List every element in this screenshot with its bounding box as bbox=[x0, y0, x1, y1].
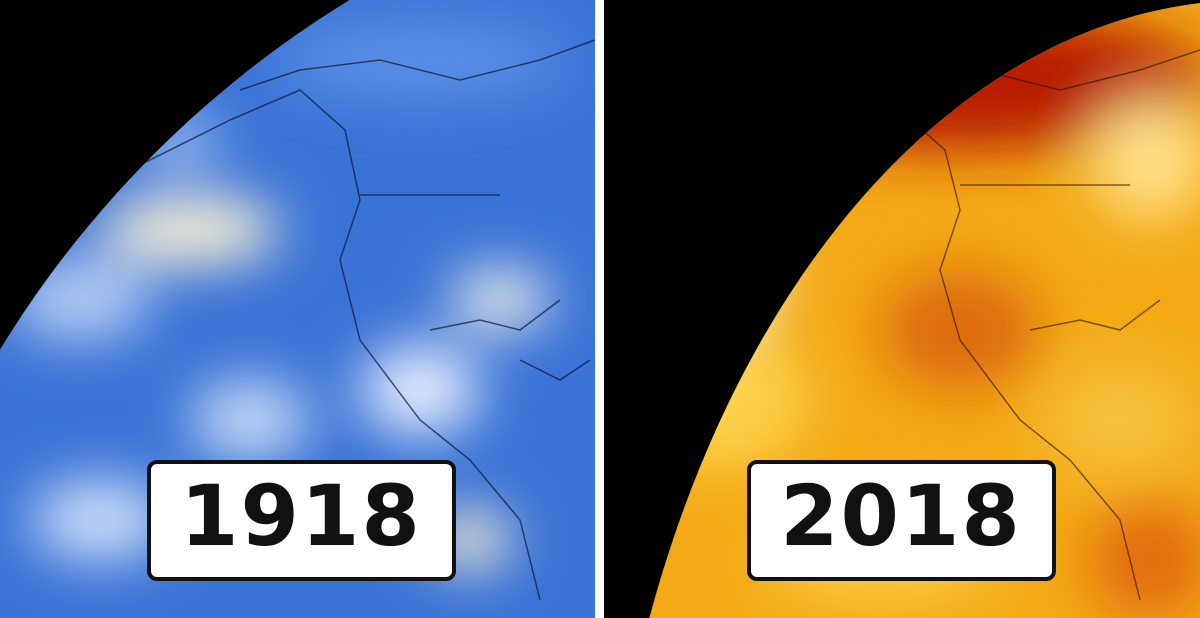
year-label: 1918 bbox=[180, 467, 422, 565]
divider bbox=[595, 0, 604, 618]
panel-1918 bbox=[0, 0, 595, 618]
year-label: 2018 bbox=[780, 467, 1022, 565]
label-box bbox=[147, 460, 456, 581]
label-box bbox=[747, 460, 1056, 581]
